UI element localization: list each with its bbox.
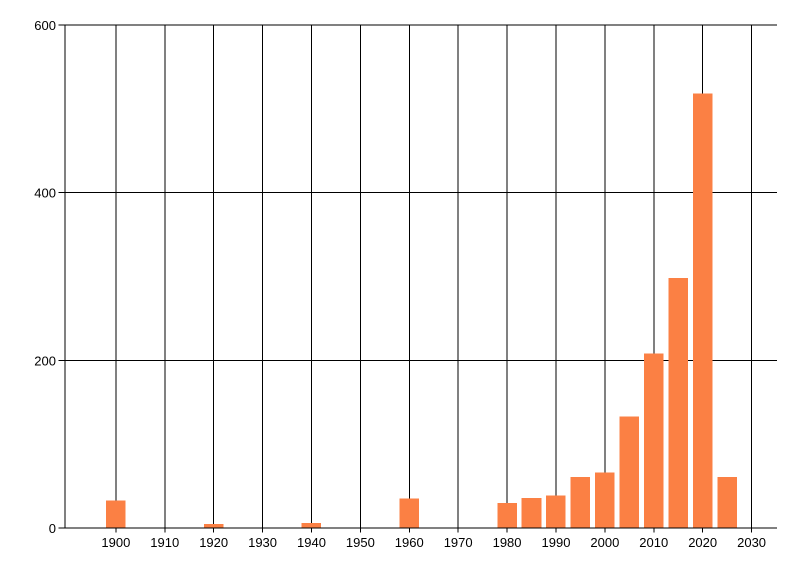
y-tick-label: 0 — [49, 521, 56, 536]
bar — [399, 498, 420, 528]
x-tick-label: 1960 — [395, 535, 424, 550]
x-tick-label: 1970 — [444, 535, 473, 550]
x-tick-label: 2010 — [639, 535, 668, 550]
bar — [203, 523, 224, 528]
bar — [570, 476, 591, 528]
x-tick-label: 1980 — [493, 535, 522, 550]
x-tick-label: 2030 — [737, 535, 766, 550]
x-tick-label: 1930 — [248, 535, 277, 550]
y-tick-label: 400 — [34, 186, 56, 201]
x-tick-label: 1910 — [150, 535, 179, 550]
bar — [497, 502, 517, 528]
bar — [668, 278, 688, 528]
y-tick-label: 600 — [34, 18, 56, 33]
y-tick-label: 200 — [34, 353, 56, 368]
x-tick-label: 1950 — [346, 535, 375, 550]
bar — [643, 353, 664, 528]
bar — [521, 497, 542, 528]
bar — [717, 476, 737, 528]
bar — [546, 495, 566, 528]
bar — [595, 472, 615, 528]
x-tick-label: 2000 — [590, 535, 619, 550]
bar — [106, 500, 126, 528]
x-tick-label: 1900 — [101, 535, 130, 550]
bar — [692, 93, 713, 528]
bar — [301, 522, 322, 528]
x-tick-label: 2020 — [688, 535, 717, 550]
x-tick-label: 1990 — [542, 535, 571, 550]
x-tick-label: 1920 — [199, 535, 228, 550]
x-tick-label: 1940 — [297, 535, 326, 550]
bar — [619, 416, 640, 528]
